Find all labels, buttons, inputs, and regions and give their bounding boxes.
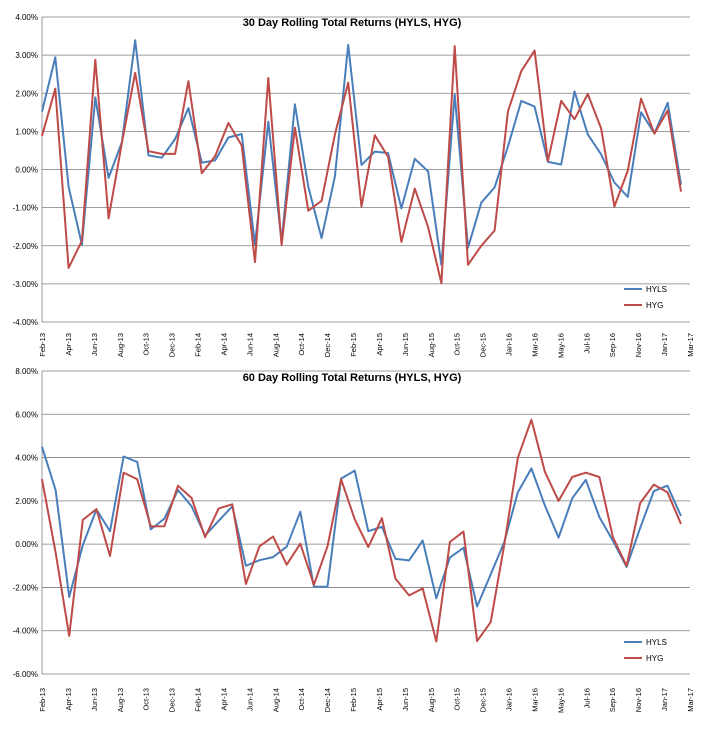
- chart-30-day-svg: 30 Day Rolling Total Returns (HYLS, HYG)…: [13, 13, 695, 358]
- x-tick-label: Aug-13: [116, 333, 125, 357]
- chart-60-day: 60 Day Rolling Total Returns (HYLS, HYG)…: [0, 365, 712, 733]
- x-tick-label: Jan-16: [505, 688, 514, 711]
- chart-30-day: 30 Day Rolling Total Returns (HYLS, HYG)…: [0, 0, 712, 365]
- y-tick-label: -6.00%: [13, 670, 38, 679]
- x-tick-label: Jun-14: [245, 688, 254, 711]
- x-tick-label: Apr-14: [219, 688, 228, 711]
- y-tick-label: 1.00%: [15, 127, 38, 136]
- x-tick-label: Nov-16: [634, 688, 643, 712]
- x-tick-label: Dec-15: [479, 688, 488, 712]
- x-tick-label: Feb-14: [194, 688, 203, 712]
- x-tick-label: May-16: [556, 688, 565, 713]
- series-line-hyls: [41, 446, 682, 608]
- x-tick-label: Sep-16: [608, 688, 617, 712]
- chart-title: 60 Day Rolling Total Returns (HYLS, HYG): [243, 372, 462, 384]
- x-tick-label: May-16: [556, 333, 565, 358]
- x-tick-label: Mar-17: [686, 688, 695, 712]
- x-tick-label: Apr-14: [219, 333, 228, 356]
- legend-label-hyg: HYG: [646, 301, 663, 310]
- x-tick-label: Nov-16: [634, 333, 643, 357]
- x-tick-label: Feb-15: [349, 333, 358, 357]
- y-tick-label: 0.00%: [15, 540, 38, 549]
- y-tick-label: 4.00%: [15, 454, 38, 463]
- x-tick-label: Oct-15: [453, 333, 462, 356]
- x-tick-label: Dec-14: [323, 688, 332, 712]
- y-tick-label: 4.00%: [15, 13, 38, 22]
- legend-label-hyls: HYLS: [646, 638, 667, 647]
- y-tick-label: 8.00%: [15, 367, 38, 376]
- x-tick-label: Aug-14: [271, 333, 280, 357]
- y-tick-label: -2.00%: [13, 242, 38, 251]
- y-tick-label: -4.00%: [13, 627, 38, 636]
- series-line-hyg: [41, 418, 682, 643]
- x-tick-label: Jun-13: [90, 688, 99, 711]
- y-tick-label: 2.00%: [15, 89, 38, 98]
- x-tick-label: Oct-13: [142, 333, 151, 356]
- y-tick-label: -1.00%: [13, 204, 38, 213]
- x-tick-label: Mar-16: [530, 688, 539, 712]
- legend-label-hyg: HYG: [646, 654, 663, 663]
- chart-title: 30 Day Rolling Total Returns (HYLS, HYG): [243, 17, 462, 29]
- y-tick-label: 3.00%: [15, 51, 38, 60]
- x-tick-label: Oct-14: [297, 333, 306, 356]
- x-tick-label: Feb-15: [349, 688, 358, 712]
- x-tick-label: Jun-14: [245, 333, 254, 356]
- x-tick-label: Dec-13: [168, 333, 177, 357]
- x-tick-label: Jun-15: [401, 333, 410, 356]
- series-line-hyls: [41, 39, 682, 266]
- y-tick-label: 2.00%: [15, 497, 38, 506]
- x-tick-label: Jan-16: [505, 333, 514, 356]
- x-tick-label: Oct-15: [453, 688, 462, 711]
- x-tick-label: Oct-14: [297, 688, 306, 711]
- x-tick-label: Aug-14: [271, 688, 280, 712]
- y-tick-label: 6.00%: [15, 410, 38, 419]
- x-tick-label: Apr-13: [64, 688, 73, 711]
- y-tick-label: -2.00%: [13, 583, 38, 592]
- x-tick-label: Mar-16: [530, 333, 539, 357]
- x-tick-label: Feb-14: [194, 333, 203, 357]
- x-tick-label: Jul-16: [582, 333, 591, 353]
- y-tick-label: 0.00%: [15, 166, 38, 175]
- x-tick-label: Aug-13: [116, 688, 125, 712]
- y-tick-label: -3.00%: [13, 280, 38, 289]
- x-tick-label: Apr-15: [375, 688, 384, 711]
- x-tick-label: Oct-13: [142, 688, 151, 711]
- x-tick-label: Jun-15: [401, 688, 410, 711]
- x-tick-label: Mar-17: [686, 333, 695, 357]
- chart-60-day-svg: 60 Day Rolling Total Returns (HYLS, HYG)…: [13, 367, 695, 713]
- x-tick-label: Aug-15: [427, 333, 436, 357]
- x-tick-label: Jul-16: [582, 688, 591, 708]
- x-tick-label: Feb-13: [38, 333, 47, 357]
- x-tick-label: Jun-13: [90, 333, 99, 356]
- x-tick-label: Apr-13: [64, 333, 73, 356]
- x-tick-label: Dec-13: [168, 688, 177, 712]
- y-tick-label: -4.00%: [13, 318, 38, 327]
- x-tick-label: Jan-17: [660, 688, 669, 711]
- x-tick-label: Dec-15: [479, 333, 488, 357]
- x-tick-label: Feb-13: [38, 688, 47, 712]
- legend-label-hyls: HYLS: [646, 285, 667, 294]
- x-tick-label: Apr-15: [375, 333, 384, 356]
- series-line-hyg: [41, 45, 682, 285]
- x-tick-label: Sep-16: [608, 333, 617, 357]
- x-tick-label: Dec-14: [323, 333, 332, 357]
- x-tick-label: Jan-17: [660, 333, 669, 356]
- x-tick-label: Aug-15: [427, 688, 436, 712]
